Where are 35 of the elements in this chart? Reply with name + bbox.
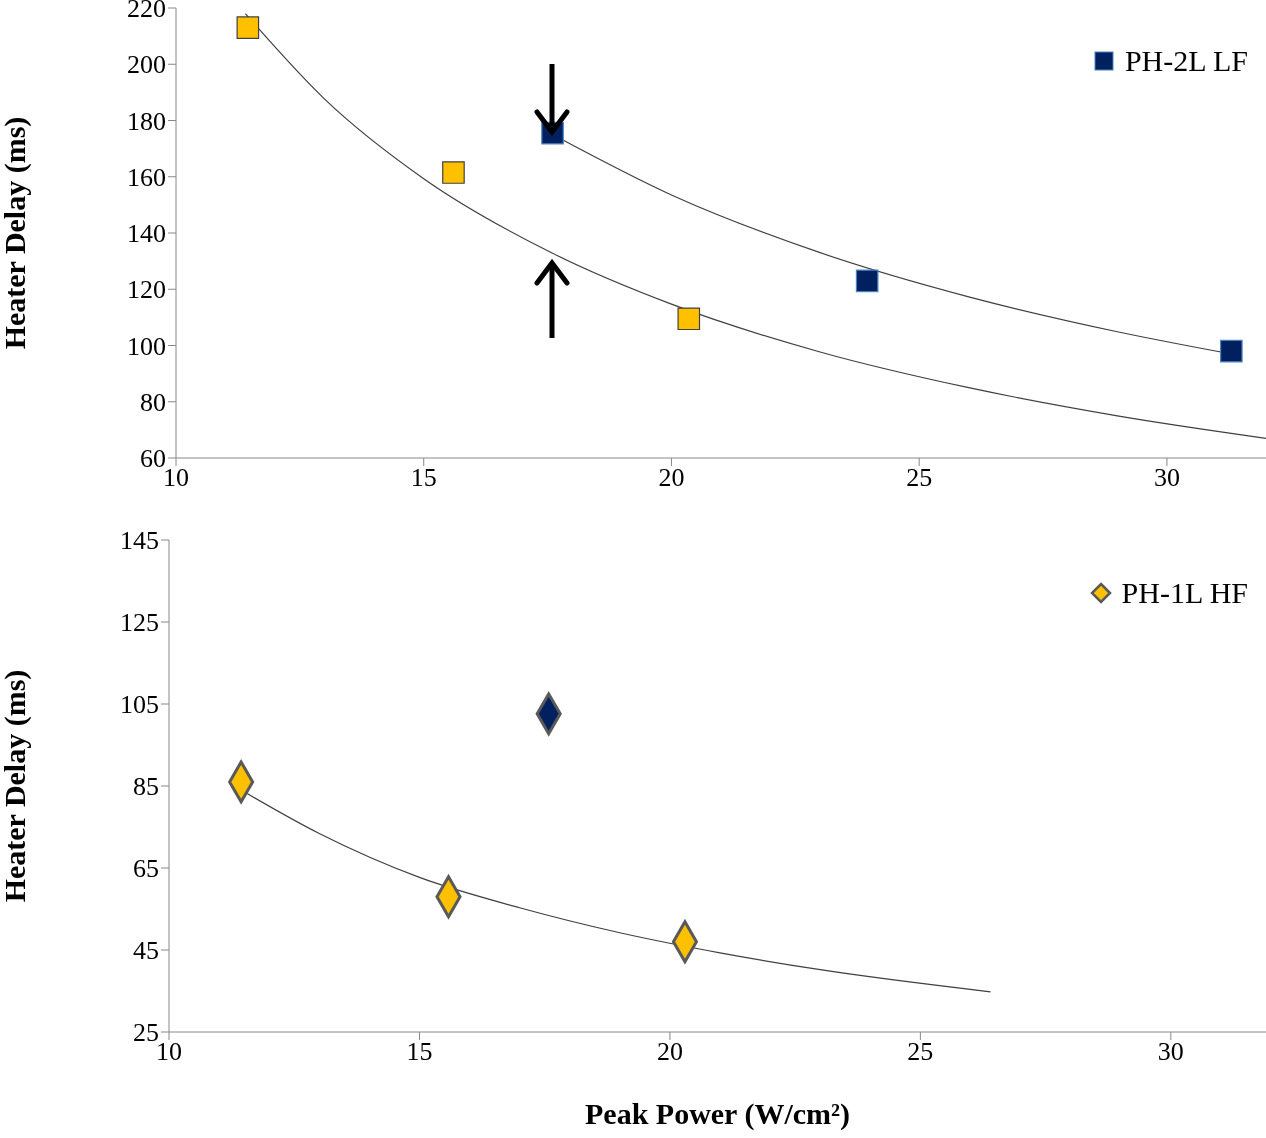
- y-tick-label: 120: [127, 275, 166, 305]
- point: [236, 16, 260, 40]
- y-tick-label: 160: [127, 162, 166, 192]
- point: [1219, 339, 1243, 363]
- y-tick-label: 65: [133, 854, 159, 884]
- x-tick-label: 20: [658, 463, 685, 493]
- x-tick-label: 25: [906, 463, 933, 493]
- y-tick-label: 45: [133, 936, 159, 966]
- x-axis-title: Peak Power (W/cm²): [584, 1097, 851, 1131]
- legend-label: PH-2L LF: [1124, 44, 1248, 78]
- point: [442, 161, 465, 184]
- x-tick-label: 30: [1153, 463, 1180, 493]
- x-tick-label: 10: [163, 463, 189, 493]
- y-tick-label: 60: [140, 444, 166, 474]
- y-tick-label: 25: [133, 1018, 159, 1048]
- y-axis-title: Heater Delay (ms): [0, 669, 32, 903]
- x-tick-label: 25: [907, 1037, 934, 1067]
- legend-label: PH-1L HF: [1121, 576, 1248, 610]
- y-tick-label: 220: [127, 0, 166, 24]
- point: [855, 269, 879, 293]
- y-axis-title: Heater Delay (ms): [0, 116, 32, 350]
- y-tick-label: 80: [140, 387, 166, 417]
- x-tick-label: 30: [1157, 1037, 1184, 1067]
- y-tick-label: 180: [127, 106, 166, 136]
- x-tick-label: 20: [656, 1037, 683, 1067]
- x-tick-label: 15: [410, 463, 437, 493]
- y-tick-label: 145: [120, 526, 159, 556]
- y-tick-label: 200: [127, 50, 166, 80]
- y-tick-label: 140: [127, 219, 166, 249]
- x-tick-label: 15: [406, 1037, 433, 1067]
- y-tick-label: 105: [120, 690, 159, 720]
- point: [677, 307, 701, 331]
- y-tick-label: 85: [133, 772, 159, 802]
- y-tick-label: 125: [120, 608, 159, 638]
- y-tick-label: 100: [127, 331, 166, 361]
